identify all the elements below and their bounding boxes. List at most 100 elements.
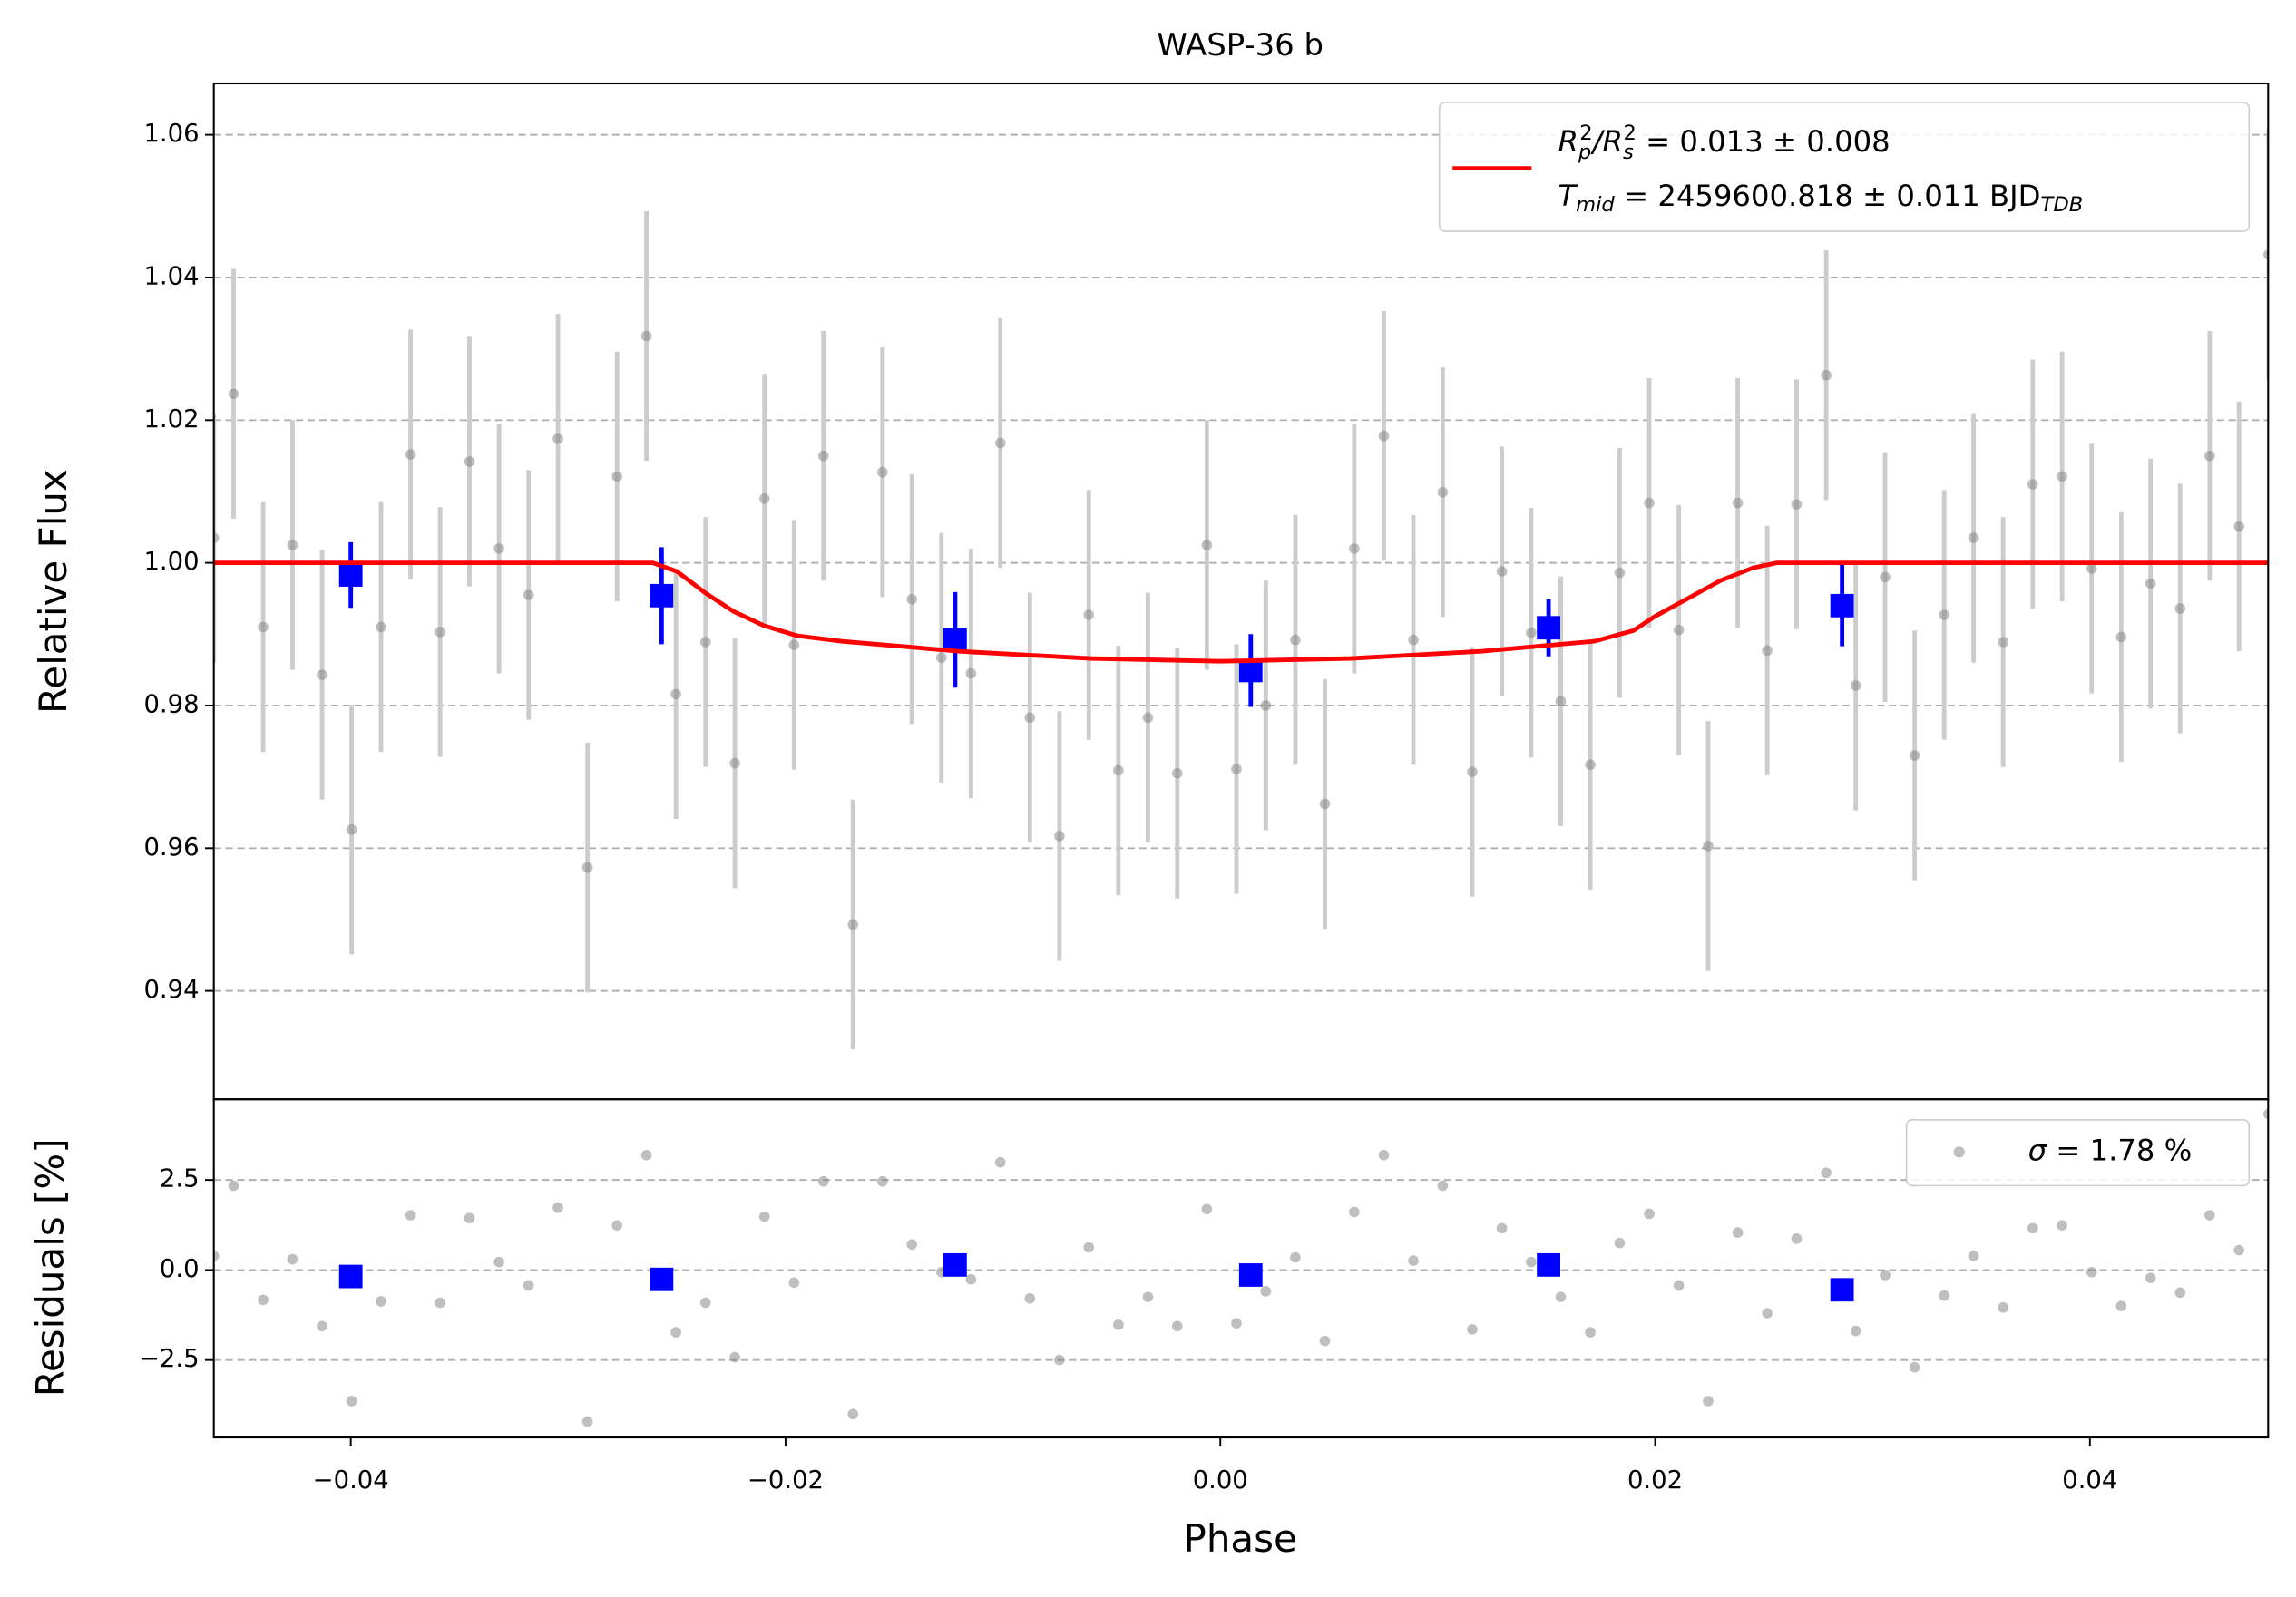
chart-title: WASP-36 b (1157, 27, 1324, 63)
data-point (1201, 540, 1213, 550)
data-point (1526, 1256, 1537, 1268)
x-tick-label: 0.04 (2062, 1466, 2117, 1495)
data-point (581, 862, 593, 873)
data-point (1349, 543, 1360, 554)
data-point (523, 589, 534, 600)
legend-text: p (1578, 140, 1591, 163)
data-point (935, 652, 947, 664)
data-point (1290, 634, 1301, 646)
data-point (258, 1294, 269, 1306)
data-point (1850, 680, 1861, 691)
legend-text: R (1558, 124, 1578, 159)
data-point (1585, 1327, 1596, 1338)
data-point (2262, 249, 2269, 260)
data-point (1732, 497, 1744, 509)
data-point (1054, 1354, 1065, 1366)
data-point (994, 437, 1006, 449)
legend-box (1438, 102, 2251, 232)
binned-point (1537, 1252, 1561, 1277)
y-tick-label: 0.94 (143, 976, 199, 1004)
legend-label: Tmid = 2459600.818 ± 0.011 BJDTDB (1558, 179, 2083, 217)
x-tick-label: −0.02 (747, 1466, 824, 1495)
y-tick-label: 0.96 (143, 833, 199, 862)
data-point (1349, 1206, 1360, 1218)
binned-point (338, 1264, 363, 1289)
legend-text: /R (1590, 124, 1623, 159)
data-point (1290, 1251, 1301, 1263)
legend-text: σ (2028, 1133, 2048, 1167)
data-point (1703, 1396, 1714, 1407)
data-point (1880, 571, 1891, 583)
data-point (1113, 764, 1124, 776)
data-point (965, 667, 977, 679)
data-point (287, 1253, 298, 1265)
data-point (1142, 712, 1154, 724)
data-point (2204, 450, 2215, 462)
data-point (1526, 627, 1537, 638)
data-point (2204, 1210, 2215, 1221)
data-point (2145, 578, 2156, 589)
data-point (1171, 1320, 1183, 1332)
binned-point (943, 1252, 967, 1277)
data-point (817, 1175, 829, 1187)
data-point (1703, 841, 1714, 852)
legend-text: T (1558, 179, 1578, 213)
model-line (213, 560, 2269, 664)
data-point (877, 466, 888, 478)
data-point (1762, 645, 1773, 657)
legend-box (1905, 1118, 2251, 1187)
data-point (464, 456, 475, 467)
plot-area (213, 1108, 2269, 1427)
data-point (2262, 1108, 2269, 1120)
data-point (2145, 1272, 2156, 1283)
data-point (1378, 1149, 1390, 1161)
data-point (2233, 521, 2244, 532)
data-point (1585, 759, 1596, 771)
data-point (1467, 1324, 1478, 1335)
data-point (1054, 831, 1065, 842)
data-point (965, 1273, 977, 1285)
data-point (552, 1202, 563, 1213)
data-point (581, 1416, 593, 1427)
data-point (1850, 1325, 1861, 1337)
data-point (1496, 1222, 1508, 1234)
data-point (1998, 1301, 2008, 1313)
data-point (1791, 499, 1803, 510)
data-point (1024, 712, 1036, 724)
data-point (670, 1327, 681, 1338)
x-axis-label: Phase (1184, 1516, 1297, 1561)
legend-text: TDB (2041, 192, 2084, 216)
data-point (1880, 1270, 1891, 1281)
data-point (435, 1297, 445, 1309)
data-point (1319, 1335, 1331, 1347)
data-point (258, 621, 269, 633)
data-point (758, 1211, 770, 1222)
data-point (1998, 637, 2008, 648)
data-point (670, 688, 681, 700)
legend-label: Rp2/Rs2 = 0.013 ± 0.008 (1558, 121, 1890, 163)
data-point (1791, 1233, 1803, 1244)
data-point (405, 1210, 416, 1221)
data-point (1821, 1167, 1832, 1179)
data-point (1260, 700, 1272, 711)
x-tick-label: 0.00 (1193, 1466, 1248, 1495)
data-point (317, 1320, 327, 1332)
x-tick-label: −0.04 (313, 1466, 389, 1495)
data-point (1968, 532, 1979, 543)
binned-point (1238, 1263, 1263, 1287)
y-axis-label: Relative Flux (31, 469, 75, 714)
legend-text: 2 (1579, 121, 1592, 144)
data-point (2174, 603, 2186, 614)
data-point (1614, 1237, 1626, 1249)
data-point (1644, 1208, 1655, 1220)
data-point (1260, 1286, 1272, 1297)
y-tick-label: 0.98 (143, 690, 199, 718)
x-tick-label: 0.02 (1627, 1466, 1683, 1495)
data-point (464, 1212, 475, 1224)
data-point (1408, 634, 1419, 646)
data-point (640, 1149, 652, 1161)
data-point (1732, 1227, 1744, 1238)
data-point (729, 757, 740, 769)
data-point (2086, 563, 2097, 574)
